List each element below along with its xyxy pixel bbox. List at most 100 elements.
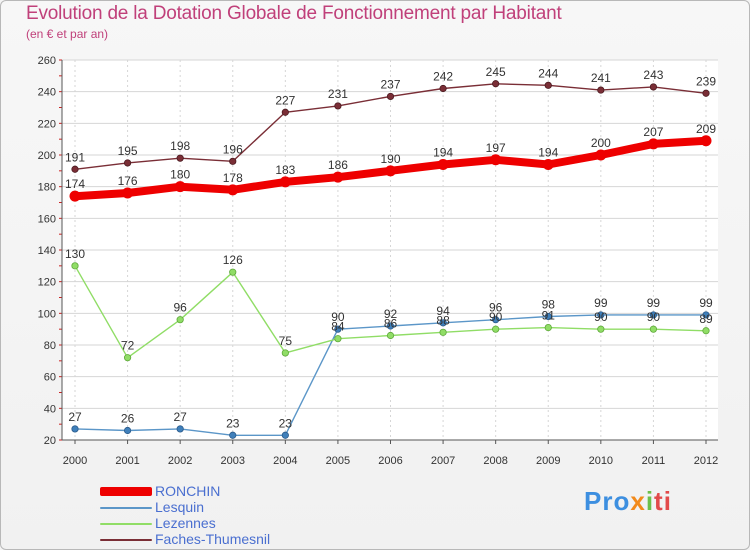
data-point-lezennes-2003: [229, 268, 237, 276]
data-label-faches-2012: 239: [696, 74, 716, 88]
y-tick-label-20: 20: [44, 435, 56, 447]
x-tick-label-2003: 2003: [221, 455, 245, 467]
legend-label-lezennes: Lezennes: [155, 515, 216, 531]
data-point-faches-2003: [229, 157, 237, 165]
x-tick-label-2008: 2008: [483, 455, 507, 467]
data-label-lesquin-2010: 99: [594, 296, 608, 310]
data-point-lezennes-2011: [649, 325, 658, 333]
data-point-lesquin-2011: [649, 311, 658, 319]
data-label-lezennes-2010: 90: [594, 310, 608, 324]
data-point-ronchin-2011: [647, 138, 659, 150]
data-label-lezennes-2005: 84: [331, 320, 345, 334]
data-point-lezennes-2010: [597, 325, 605, 333]
x-tick-label-2011: 2011: [642, 455, 666, 467]
data-label-ronchin-2010: 200: [591, 136, 611, 150]
x-tick-label-2004: 2004: [273, 455, 297, 467]
y-tick-label-60: 60: [44, 372, 56, 384]
legend-label-faches-thumesnil: Faches-Thumesnil: [155, 531, 271, 547]
x-tick-label-2000: 2000: [63, 455, 87, 467]
legend-swatch-lezennes: [100, 523, 152, 525]
data-label-lezennes-2001: 72: [121, 339, 135, 353]
chart-title: Evolution de la Dotation Globale de Fonc…: [26, 3, 562, 24]
y-tick-label-240: 240: [38, 87, 56, 99]
data-label-ronchin-2011: 207: [643, 125, 663, 139]
data-label-faches-2010: 241: [591, 71, 611, 85]
data-point-lezennes-2001: [123, 354, 132, 362]
data-label-lesquin-2007: 94: [436, 304, 450, 318]
legend-swatch-ronchin: [100, 487, 152, 496]
data-label-faches-2009: 244: [538, 66, 558, 80]
data-point-ronchin-2002: [174, 181, 186, 193]
data-point-ronchin-2009: [542, 159, 554, 170]
data-point-faches-2009: [544, 81, 552, 89]
x-tick-label-2005: 2005: [326, 455, 350, 467]
data-label-ronchin-2001: 176: [118, 174, 138, 188]
x-tick-label-2002: 2002: [168, 455, 192, 467]
data-label-lezennes-2007: 88: [436, 313, 450, 327]
y-tick-label-40: 40: [44, 403, 56, 415]
logo-part-4: ti: [654, 486, 672, 516]
data-label-ronchin-2009: 194: [538, 146, 558, 160]
data-point-lesquin-2008: [492, 316, 500, 324]
data-label-lesquin-2003: 23: [226, 416, 240, 430]
data-point-lezennes-2000: [71, 262, 79, 270]
data-point-faches-2002: [176, 154, 184, 162]
chart-subtitle: (en € et par an): [26, 27, 109, 41]
legend-label-lesquin: Lesquin: [155, 499, 205, 515]
data-label-ronchin-2008: 197: [486, 141, 506, 155]
data-label-lesquin-2000: 27: [68, 410, 82, 424]
data-label-faches-2005: 231: [328, 87, 348, 101]
legend-swatch-lesquin: [100, 507, 152, 509]
proxiti-logo: Proxiti: [584, 486, 672, 517]
data-point-faches-2004: [281, 108, 289, 116]
data-point-lezennes-2004: [281, 349, 289, 357]
y-tick-label-160: 160: [38, 213, 56, 225]
data-point-ronchin-2007: [437, 159, 449, 170]
data-point-lesquin-2003: [229, 431, 237, 439]
data-label-lezennes-2008: 90: [489, 310, 503, 324]
data-label-faches-2003: 196: [223, 142, 243, 156]
data-label-ronchin-2002: 180: [170, 168, 190, 182]
data-point-ronchin-2003: [227, 184, 239, 196]
data-point-faches-2008: [492, 80, 500, 88]
data-point-ronchin-2004: [279, 176, 291, 188]
data-point-ronchin-2000: [69, 190, 81, 202]
y-tick-label-140: 140: [38, 245, 56, 257]
data-label-lezennes-2011: 90: [647, 310, 661, 324]
data-point-ronchin-2001: [122, 187, 134, 199]
data-point-faches-2007: [439, 84, 447, 93]
x-tick-label-2007: 2007: [431, 455, 455, 467]
data-label-ronchin-2003: 178: [223, 171, 243, 185]
data-label-ronchin-2007: 194: [433, 146, 453, 160]
data-label-lezennes-2012: 89: [699, 312, 713, 326]
data-label-lezennes-2000: 130: [65, 247, 85, 261]
data-point-ronchin-2008: [490, 154, 502, 166]
data-label-lezennes-2009: 91: [542, 309, 556, 323]
legend-label-ronchin: RONCHIN: [155, 483, 221, 499]
data-label-lesquin-2009: 98: [542, 298, 556, 312]
logo-part-2: x: [630, 486, 646, 516]
data-point-faches-2010: [597, 86, 605, 94]
data-label-lesquin-2004: 23: [279, 416, 293, 430]
y-tick-label-260: 260: [38, 55, 56, 67]
data-label-faches-2011: 243: [643, 68, 663, 82]
data-point-lezennes-2012: [702, 327, 710, 335]
data-label-faches-2002: 198: [170, 139, 190, 153]
data-point-faches-2006: [386, 92, 395, 101]
data-point-lezennes-2005: [334, 335, 342, 343]
data-label-ronchin-2012: 209: [696, 122, 716, 136]
data-point-lezennes-2007: [439, 328, 447, 336]
data-point-ronchin-2012: [700, 135, 712, 147]
y-tick-label-220: 220: [38, 118, 56, 130]
y-tick-label-80: 80: [44, 340, 56, 352]
data-label-ronchin-2000: 174: [65, 177, 85, 191]
data-point-faches-2001: [123, 159, 132, 167]
data-point-ronchin-2005: [332, 171, 344, 183]
data-label-lezennes-2002: 96: [173, 301, 187, 315]
data-label-lesquin-2012: 99: [699, 296, 713, 310]
x-tick-label-2006: 2006: [378, 455, 402, 467]
x-tick-label-2010: 2010: [589, 455, 613, 467]
data-point-lezennes-2009: [544, 323, 552, 332]
data-label-lezennes-2006: 86: [384, 317, 398, 331]
